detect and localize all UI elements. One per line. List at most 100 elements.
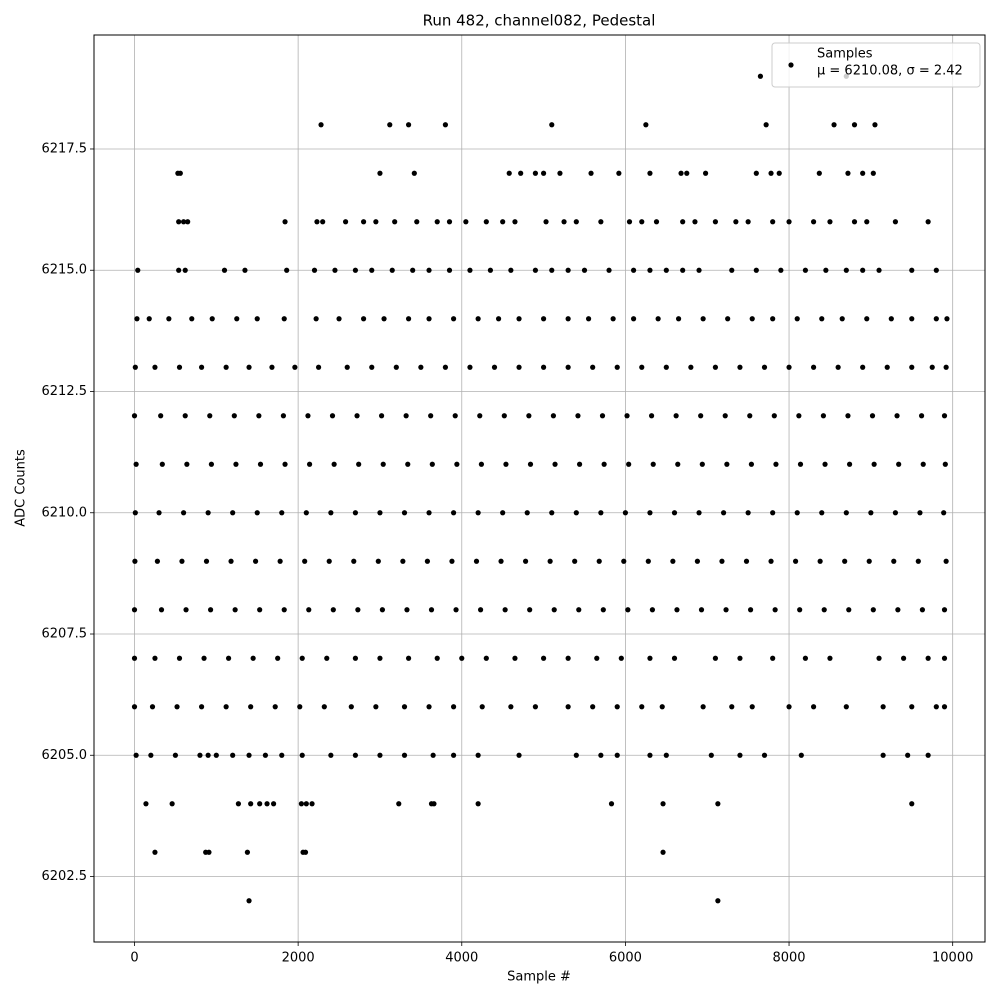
data-point [933,704,939,710]
data-point [246,752,252,758]
data-point [225,655,232,661]
data-point [223,704,229,710]
data-point [915,558,921,564]
data-point [590,364,596,370]
data-point [606,267,612,273]
data-point [550,413,557,419]
data-point [418,364,424,370]
data-point [396,801,402,807]
data-point [869,413,876,419]
data-point [846,461,853,467]
data-point [552,461,558,467]
data-point [526,413,532,419]
data-point [624,413,630,419]
data-point [463,219,469,225]
data-point [446,219,453,225]
data-point [356,461,362,467]
data-point [311,267,318,273]
data-point [810,219,817,225]
data-point [712,655,719,661]
data-point [909,316,915,322]
data-point [512,655,518,661]
data-point [761,752,768,758]
data-point [905,752,911,758]
data-point [235,801,242,807]
data-point [572,558,578,564]
data-point [540,170,547,176]
data-point [527,461,534,467]
data-point [182,267,188,273]
data-point [549,122,555,128]
data-point [540,364,547,370]
data-point [884,364,890,370]
data-point [768,170,774,176]
data-point [725,316,731,322]
data-point [208,461,215,467]
data-point [158,607,165,613]
data-point [156,510,162,516]
data-point [786,704,792,710]
data-point [871,461,877,467]
data-point [892,510,899,516]
data-point [797,607,803,613]
data-point [575,413,581,419]
data-point [747,413,753,419]
data-point [351,558,357,564]
data-point [870,170,876,176]
data-point [426,704,432,710]
data-point [352,752,359,758]
data-point [821,607,827,613]
data-point [281,607,287,613]
data-point [810,704,817,710]
data-point [581,267,588,273]
legend: Samples μ = 6210.08, σ = 2.42 [771,42,981,88]
data-point [430,752,436,758]
data-point [495,316,502,322]
data-point [197,752,203,758]
data-point [647,170,653,176]
data-point [354,413,360,419]
data-point [379,607,386,613]
data-point [303,801,309,807]
y-tick-label: 6205.0 [42,748,88,763]
data-point [749,316,755,322]
data-point [207,413,213,419]
data-point [599,413,606,419]
data-point [401,704,408,710]
data-point [648,413,655,419]
data-point [282,219,288,225]
data-point [827,655,833,661]
data-point [943,558,949,564]
data-point [299,752,305,758]
data-point [909,801,915,807]
data-point [843,704,849,710]
data-point [831,122,837,128]
data-point [860,364,866,370]
data-point [401,752,408,758]
data-point [410,267,416,273]
data-point [843,510,849,516]
data-point [673,413,679,419]
data-point [166,316,172,322]
data-point [177,170,183,176]
data-point [547,558,553,564]
data-point [565,364,571,370]
data-point [699,461,705,467]
data-point [723,607,729,613]
data-point [475,316,481,322]
data-point [909,704,915,710]
data-point [352,510,359,516]
data-point [737,655,743,661]
data-point [659,704,665,710]
data-point [309,801,315,807]
data-point [573,219,579,225]
data-point [331,461,337,467]
data-point [508,267,514,273]
data-point [565,316,571,322]
data-point [426,510,432,516]
data-point [549,510,555,516]
data-point [598,219,604,225]
data-point [942,461,948,467]
data-point [729,704,735,710]
